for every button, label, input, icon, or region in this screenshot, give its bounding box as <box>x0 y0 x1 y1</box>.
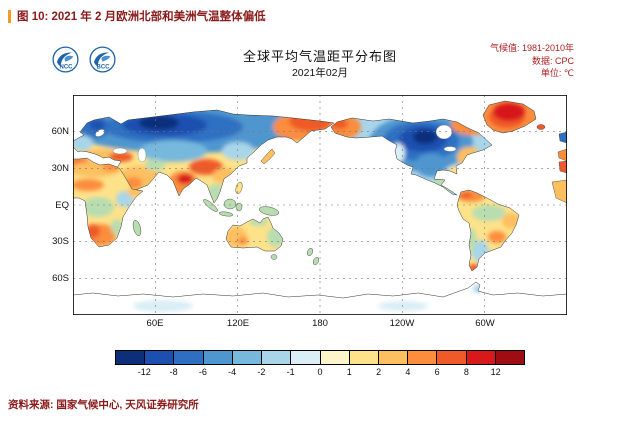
colorbar-cell <box>261 351 291 364</box>
colorbar-cells <box>115 350 525 365</box>
x-tick-label: 120E <box>226 318 250 329</box>
map-area: 60N 30N EQ 30S 60S 60E 120E 180 120W 60W <box>52 95 567 329</box>
colorbar-label: 1 <box>346 367 352 377</box>
map-gridlines <box>73 95 567 315</box>
y-tick-label: 30N <box>51 163 69 174</box>
greenland <box>482 100 537 134</box>
colorbar-cell <box>465 351 495 364</box>
colorbar-label: -1 <box>286 367 295 377</box>
colorbar-legend: -12 -8 -6 -4 -2 -1 0 1 2 4 6 8 12 <box>115 350 525 382</box>
colorbar-label: 0 <box>317 367 323 377</box>
meta-data-source: 数据: CPC <box>531 55 574 66</box>
x-tick-label: 60W <box>475 318 495 329</box>
source-note: 资料来源: 国家气候中心, 天风证券研究所 <box>8 399 199 411</box>
colorbar-cell <box>231 351 262 364</box>
meta-climatology: 气候值: 1981-2010年 <box>489 43 574 53</box>
colorbar-cell <box>407 351 437 364</box>
colorbar-label: -6 <box>198 367 207 377</box>
colorbar-cell <box>144 351 174 364</box>
colorbar-cell <box>494 351 525 364</box>
x-tick-label: 120W <box>389 318 415 329</box>
y-tick-label: EQ <box>55 200 69 211</box>
agency-logos: NCC BCC <box>52 46 116 73</box>
colorbar-label: -12 <box>137 367 151 377</box>
continent-africa <box>73 157 144 248</box>
colorbar-cell <box>202 351 232 364</box>
chart-meta: 气候值: 1981-2010年 数据: CPC 单位: ℃ <box>490 42 574 80</box>
colorbar-label: -4 <box>228 367 237 377</box>
map-border <box>73 95 567 315</box>
colorbar-cell <box>290 351 320 364</box>
figure-caption-text: 图 10: 2021 年 2 月欧洲北部和美洲气温整体偏低 <box>17 11 266 23</box>
colorbar-label: 4 <box>405 367 411 377</box>
ncc-logo-icon: NCC <box>52 46 79 73</box>
colorbar-label: 2 <box>376 367 382 377</box>
islands <box>132 124 567 265</box>
caption-accent-bar <box>8 9 11 23</box>
y-tick-label: 60N <box>51 126 69 137</box>
world-anomaly-map <box>73 95 567 315</box>
colorbar-cell <box>377 351 408 364</box>
colorbar-cell <box>348 351 378 364</box>
x-tick-label: 180 <box>312 318 328 329</box>
colorbar-cell <box>436 351 466 364</box>
x-tick-label: 60E <box>146 318 164 329</box>
y-tick-label: 60S <box>52 273 69 284</box>
colorbar-label: 8 <box>463 367 469 377</box>
colorbar-label: -8 <box>169 367 178 377</box>
colorbar-cell <box>116 351 145 364</box>
colorbar-label: 6 <box>434 367 440 377</box>
colorbar-cell <box>319 351 349 364</box>
chart-subtitle: 2021年02月 <box>291 67 349 79</box>
colorbar-label: 12 <box>490 367 501 377</box>
bcc-logo-label: BCC <box>97 65 111 71</box>
y-tick-label: 30S <box>52 236 69 247</box>
bcc-logo-icon: BCC <box>89 46 116 73</box>
figure-caption: 图 10: 2021 年 2 月欧洲北部和美洲气温整体偏低 <box>8 8 266 24</box>
meta-unit: 单位: ℃ <box>540 68 574 78</box>
colorbar-label: -2 <box>257 367 266 377</box>
ncc-logo-label: NCC <box>60 65 74 71</box>
colorbar-cell <box>173 351 203 364</box>
chart-title: 全球平均气温距平分布图 <box>242 49 397 64</box>
